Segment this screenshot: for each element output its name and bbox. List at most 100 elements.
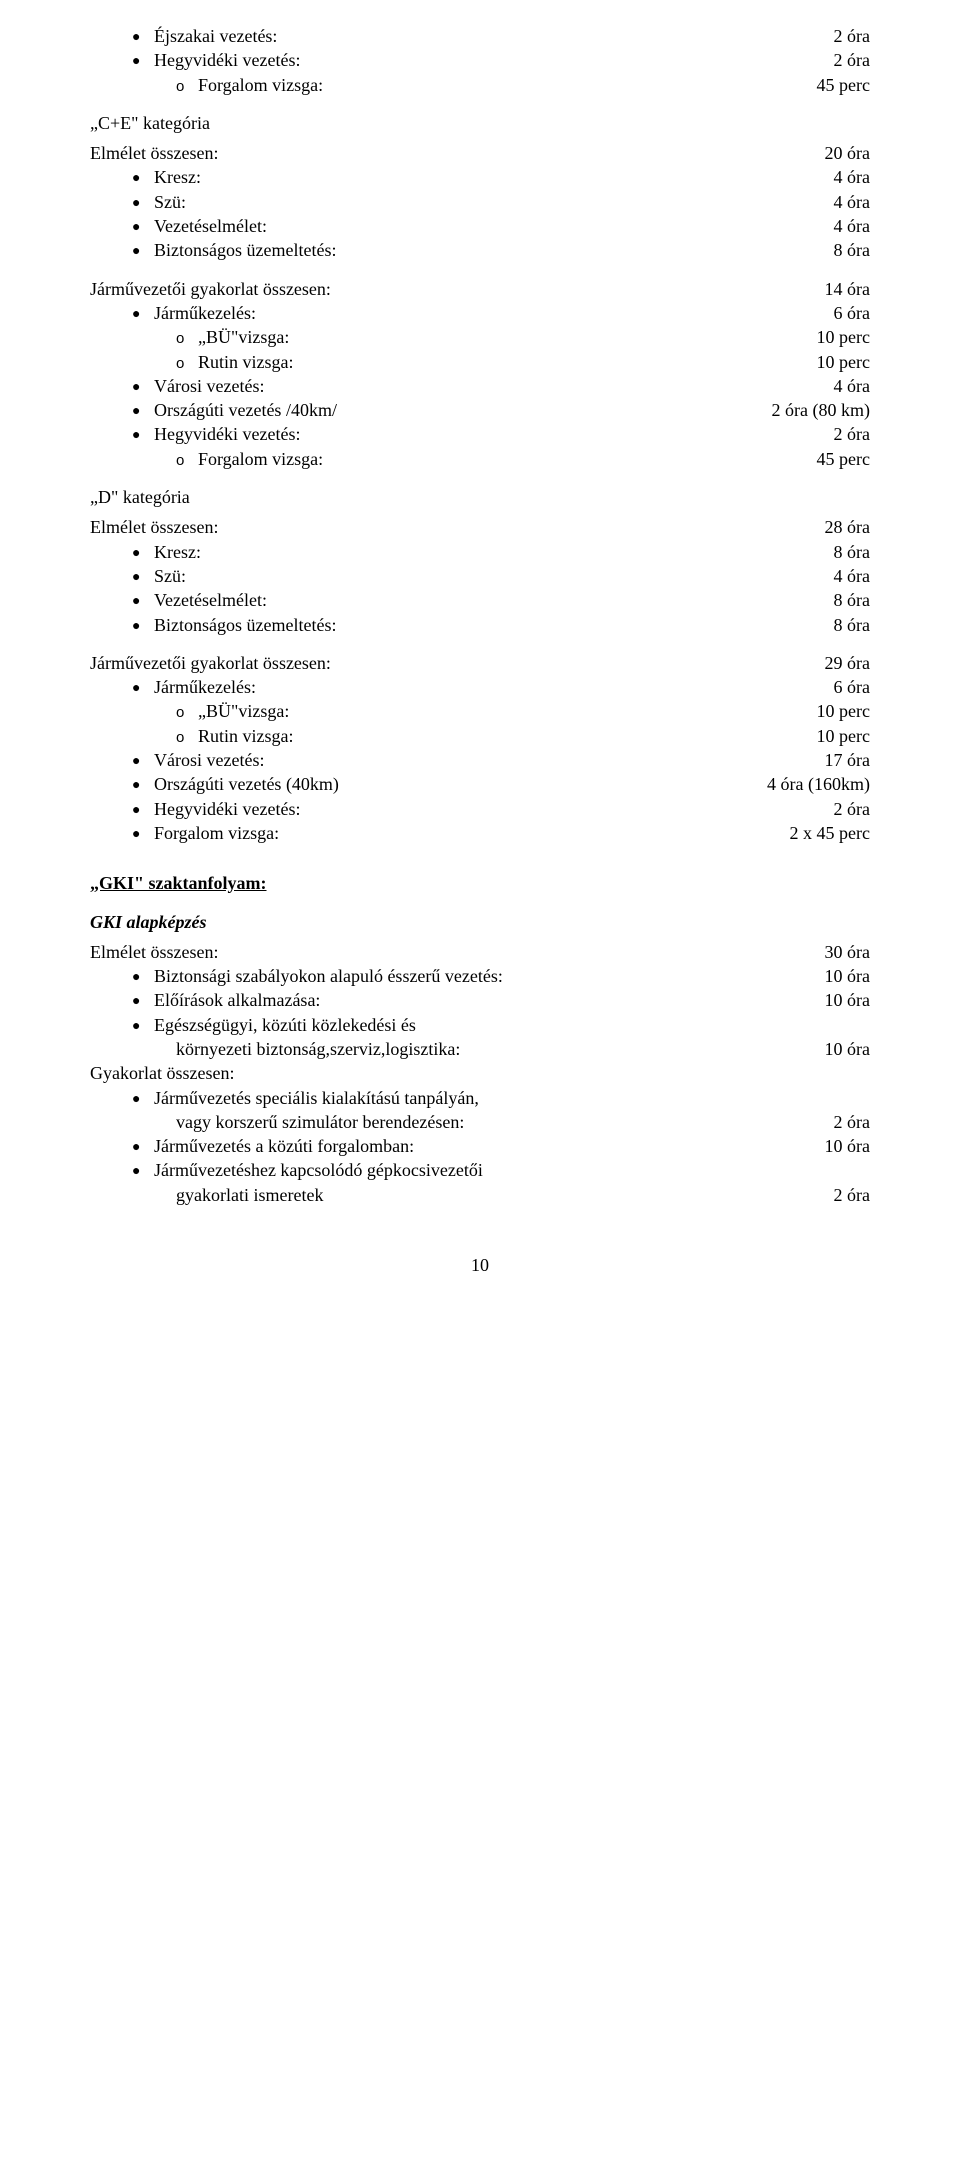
label: Vezetéselmélet: — [154, 214, 267, 238]
label: Hegyvidéki vezetés: — [154, 48, 300, 72]
label: Forgalom vizsga: — [154, 821, 279, 845]
list-sub-item: oForgalom vizsga:45 perc — [90, 73, 870, 97]
circle-bullet-icon: o — [176, 728, 198, 748]
value: 4 óra (160km) — [767, 772, 870, 796]
label: Országúti vezetés (40km) — [154, 772, 339, 796]
heading-ce: „C+E" kategória — [90, 111, 870, 135]
value: 10 perc — [817, 350, 870, 374]
circle-bullet-icon: o — [176, 329, 198, 349]
heading-gki: „GKI" szaktanfolyam: — [90, 871, 870, 895]
bullet-icon: ● — [132, 971, 154, 985]
list-item: ●Járműkezelés: 6 óra — [90, 675, 870, 699]
gki-theory-header: Elmélet összesen: 30 óra — [90, 940, 870, 964]
bullet-icon: ● — [132, 804, 154, 818]
label: Szü: — [154, 564, 186, 588]
d-theory-header: Elmélet összesen: 28 óra — [90, 515, 870, 539]
list-continuation: gyakorlati ismeretek 2 óra — [90, 1183, 870, 1207]
value: 28 óra — [825, 515, 870, 539]
bullet-icon: ● — [132, 755, 154, 769]
value: 4 óra — [834, 374, 870, 398]
list-item: ●Forgalom vizsga: 2 x 45 perc — [90, 821, 870, 845]
bullet-icon: ● — [132, 828, 154, 842]
label: Forgalom vizsga: — [198, 447, 323, 471]
heading-d: „D" kategória — [90, 485, 870, 509]
list-sub-item: oRutin vizsga:10 perc — [90, 724, 870, 748]
value: 14 óra — [825, 277, 870, 301]
list-item: ●Biztonságos üzemeltetés:8 óra — [90, 613, 870, 637]
label: Kresz: — [154, 540, 201, 564]
label: Éjszakai vezetés: — [154, 24, 277, 48]
bullet-icon: ● — [132, 245, 154, 259]
value: 10 óra — [825, 964, 870, 988]
value: 2 óra — [834, 1183, 870, 1207]
bullet-icon: ● — [132, 571, 154, 585]
d-practice-lines: ●Járműkezelés:6 órao„BÜ"vizsga:10 percoR… — [90, 675, 870, 845]
value: 10 perc — [817, 699, 870, 723]
label: Kresz: — [154, 165, 201, 189]
label: Vezetéselmélet: — [154, 588, 267, 612]
label: Elmélet összesen: — [90, 141, 218, 165]
value: 4 óra — [834, 165, 870, 189]
label: Járművezetői gyakorlat összesen: — [90, 651, 331, 675]
value: 10 óra — [825, 1037, 870, 1061]
bullet-icon: ● — [132, 620, 154, 634]
list-item: ●Hegyvidéki vezetés:2 óra — [90, 422, 870, 446]
gki-practice-lines: ●Járművezetés speciális kialakítású tanp… — [90, 1086, 870, 1207]
list-item: ●Városi vezetés: 4 óra — [90, 374, 870, 398]
ce-practice-lines: ●Járműkezelés:6 órao„BÜ"vizsga:10 percoR… — [90, 301, 870, 471]
value: 6 óra — [834, 675, 870, 699]
circle-bullet-icon: o — [176, 703, 198, 723]
value: 2 x 45 perc — [790, 821, 870, 845]
list-item: ●Szü:4 óra — [90, 190, 870, 214]
value: 6 óra — [834, 301, 870, 325]
list-item: ●Szü:4 óra — [90, 564, 870, 588]
bullet-icon: ● — [132, 197, 154, 211]
value: 10 perc — [817, 724, 870, 748]
label: Járműkezelés: — [154, 301, 256, 325]
document-page: ●Éjszakai vezetés:2 óra●Hegyvidéki vezet… — [0, 0, 960, 1317]
list-item: ●Hegyvidéki vezetés:2 óra — [90, 797, 870, 821]
list-item: ●Éjszakai vezetés:2 óra — [90, 24, 870, 48]
d-practice-header: Járművezetői gyakorlat összesen: 29 óra — [90, 651, 870, 675]
gki-theory-lines: ●Biztonsági szabályokon alapuló ésszerű … — [90, 964, 870, 1061]
label: Forgalom vizsga: — [198, 73, 323, 97]
list-item: ●Előírások alkalmazása:10 óra — [90, 988, 870, 1012]
bullet-icon: ● — [132, 221, 154, 235]
value: 2 óra — [834, 48, 870, 72]
label: Elmélet összesen: — [90, 940, 218, 964]
label: Rutin vizsga: — [198, 350, 294, 374]
bullet-icon: ● — [132, 682, 154, 696]
bullet-icon: ● — [132, 1141, 154, 1155]
value: 8 óra — [834, 540, 870, 564]
label: Előírások alkalmazása: — [154, 988, 320, 1012]
list-item: ●Biztonságos üzemeltetés:8 óra — [90, 238, 870, 262]
label: Járművezetés speciális kialakítású tanpá… — [154, 1086, 479, 1110]
list-continuation: környezeti biztonság,szerviz,logisztika:… — [90, 1037, 870, 1061]
value: 8 óra — [834, 588, 870, 612]
value: 10 óra — [825, 1134, 870, 1158]
list-item: ●Vezetéselmélet:8 óra — [90, 588, 870, 612]
list-item: ●Járműkezelés:6 óra — [90, 301, 870, 325]
bullet-icon: ● — [132, 995, 154, 1009]
list-item: ●Hegyvidéki vezetés: 2 óra — [90, 48, 870, 72]
value: 30 óra — [825, 940, 870, 964]
label: Járműkezelés: — [154, 675, 256, 699]
label: Városi vezetés: — [154, 374, 264, 398]
bullet-icon: ● — [132, 172, 154, 186]
circle-bullet-icon: o — [176, 451, 198, 471]
value: 2 óra — [834, 1110, 870, 1134]
label: Járművezetéshez kapcsolódó gépkocsivezet… — [154, 1158, 483, 1182]
bullet-icon: ● — [132, 1020, 154, 1034]
value: 8 óra — [834, 238, 870, 262]
value: 2 óra — [834, 422, 870, 446]
circle-bullet-icon: o — [176, 354, 198, 374]
bullet-icon: ● — [132, 55, 154, 69]
value: 10 perc — [817, 325, 870, 349]
label: gyakorlati ismeretek — [90, 1183, 323, 1207]
value: 4 óra — [834, 214, 870, 238]
bullet-icon: ● — [132, 381, 154, 395]
page-number: 10 — [90, 1253, 870, 1277]
label: Hegyvidéki vezetés: — [154, 422, 300, 446]
bullet-icon: ● — [132, 1093, 154, 1107]
value: 45 perc — [817, 447, 870, 471]
